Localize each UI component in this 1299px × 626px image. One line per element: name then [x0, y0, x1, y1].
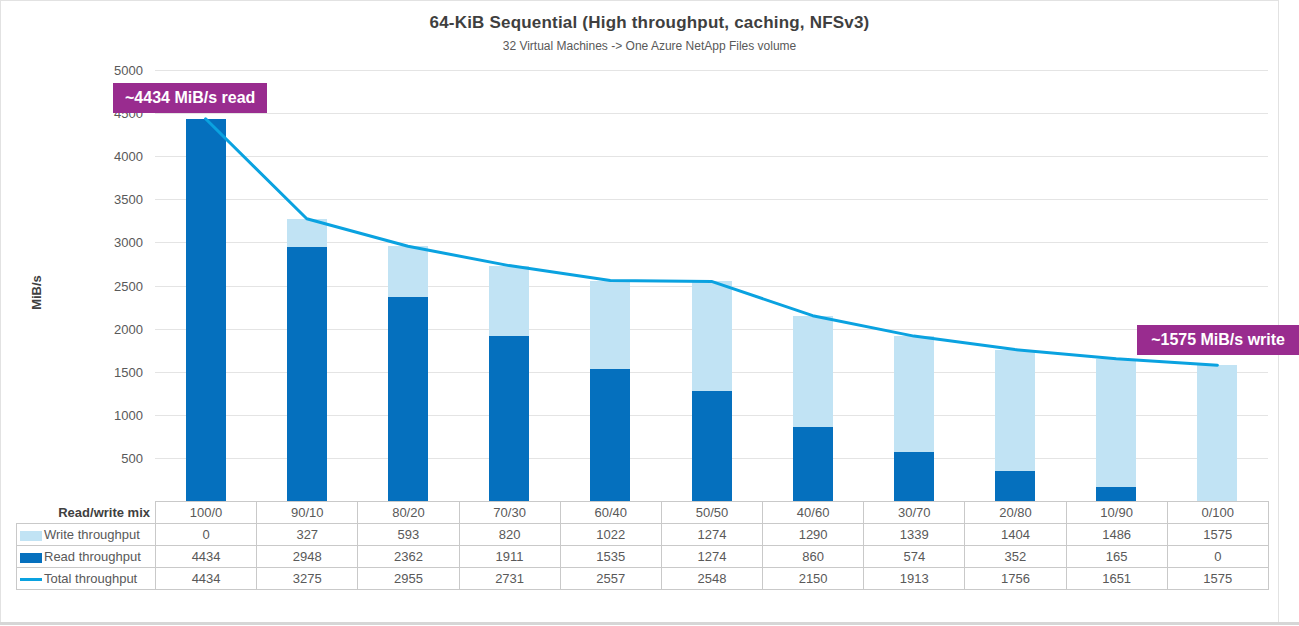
value-cell: 2955 [358, 568, 459, 590]
category-cell: 100/0 [156, 502, 257, 524]
total-throughput-line [155, 70, 1268, 501]
value-cell: 1486 [1066, 524, 1167, 546]
category-cell: 90/10 [257, 502, 358, 524]
legend-cell: Total throughput [17, 568, 156, 590]
table-row-total-throughput: Total throughput 443432752955273125572548… [17, 568, 1269, 590]
y-tick-label: 4000 [85, 150, 143, 163]
category-cell: 20/80 [965, 502, 1066, 524]
category-cell: 70/30 [459, 502, 560, 524]
table-row-write-throughput: Write throughput 032759382010221274129013… [17, 524, 1269, 546]
value-cell: 352 [965, 546, 1066, 568]
legend-cell: Read throughput [17, 546, 156, 568]
throughput-table: Read/write mix100/090/1080/2070/3060/405… [16, 501, 1269, 590]
category-cell: 0/100 [1167, 502, 1268, 524]
value-cell: 860 [763, 546, 864, 568]
value-cell: 1290 [763, 524, 864, 546]
category-cell: 60/40 [560, 502, 661, 524]
value-cell: 1404 [965, 524, 1066, 546]
legend-box-swatch [20, 531, 42, 541]
legend-box-swatch [20, 553, 42, 563]
legend-line-swatch [20, 578, 42, 581]
value-cell: 1651 [1066, 568, 1167, 590]
value-cell: 3275 [257, 568, 358, 590]
value-cell: 574 [864, 546, 965, 568]
legend-label: Read throughput [44, 549, 141, 564]
value-cell: 4434 [156, 568, 257, 590]
y-tick-label: 500 [85, 452, 143, 465]
legend-cell: Write throughput [17, 524, 156, 546]
category-cell: 80/20 [358, 502, 459, 524]
y-tick-label: 2000 [85, 323, 143, 336]
table-row-read-throughput: Read throughput 4434294823621911153512748… [17, 546, 1269, 568]
read-throughput-callout: ~4434 MiB/s read [113, 83, 267, 113]
data-table: Read/write mix100/090/1080/2070/3060/405… [16, 501, 1269, 590]
value-cell: 327 [257, 524, 358, 546]
row-header: Read/write mix [17, 502, 156, 524]
value-cell: 4434 [156, 546, 257, 568]
legend-label: Write throughput [44, 527, 140, 542]
value-cell: 0 [156, 524, 257, 546]
value-cell: 0 [1167, 546, 1268, 568]
y-tick-label: 3500 [85, 193, 143, 206]
value-cell: 1022 [560, 524, 661, 546]
category-cell: 30/70 [864, 502, 965, 524]
value-cell: 165 [1066, 546, 1167, 568]
value-cell: 1274 [661, 546, 762, 568]
category-cell: 10/90 [1066, 502, 1167, 524]
value-cell: 2948 [257, 546, 358, 568]
value-cell: 1911 [459, 546, 560, 568]
value-cell: 2557 [560, 568, 661, 590]
value-cell: 1535 [560, 546, 661, 568]
table-row-mix: Read/write mix100/090/1080/2070/3060/405… [17, 502, 1269, 524]
value-cell: 1913 [864, 568, 965, 590]
category-cell: 50/50 [661, 502, 762, 524]
y-tick-label: 1000 [85, 409, 143, 422]
value-cell: 2150 [763, 568, 864, 590]
value-cell: 1575 [1167, 568, 1268, 590]
value-cell: 820 [459, 524, 560, 546]
value-cell: 2548 [661, 568, 762, 590]
value-cell: 593 [358, 524, 459, 546]
value-cell: 1339 [864, 524, 965, 546]
y-tick-label: 3000 [85, 236, 143, 249]
value-cell: 1575 [1167, 524, 1268, 546]
y-tick-label: 5000 [85, 64, 143, 77]
write-throughput-callout: ~1575 MiB/s write [1137, 325, 1299, 355]
value-cell: 1756 [965, 568, 1066, 590]
value-cell: 1274 [661, 524, 762, 546]
y-tick-label: 1500 [85, 366, 143, 379]
value-cell: 2362 [358, 546, 459, 568]
legend-label: Total throughput [44, 571, 137, 586]
category-cell: 40/60 [763, 502, 864, 524]
y-tick-label: 2500 [85, 280, 143, 293]
value-cell: 2731 [459, 568, 560, 590]
